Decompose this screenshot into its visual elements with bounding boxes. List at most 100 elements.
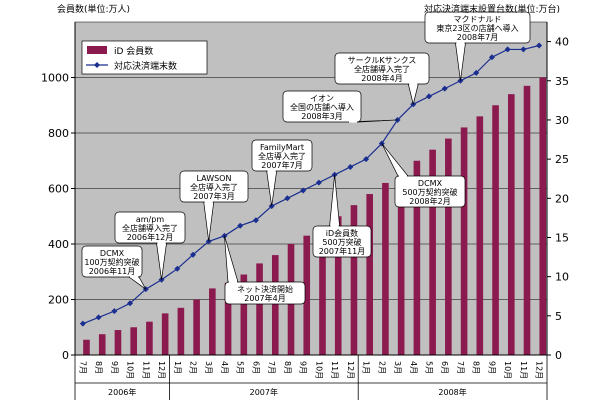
annotation-text: 2007年7月: [261, 160, 302, 170]
annotation-box: [81, 245, 143, 278]
annotation-box: [282, 90, 362, 123]
left-tick-label: 600: [48, 183, 69, 196]
x-tick-label: 7月: [456, 361, 465, 374]
line-point: [520, 46, 527, 53]
line-point: [252, 217, 259, 224]
annotation-text: イオン: [310, 94, 334, 103]
x-tick-label: 10月: [126, 361, 135, 379]
annotation-text: 2007年3月: [193, 191, 234, 201]
bar: [114, 330, 122, 355]
annotation-text: LAWSON: [197, 174, 232, 183]
year-label: 2008年: [438, 387, 466, 397]
x-tick-label: 7月: [78, 361, 87, 374]
right-tick-label: 0: [555, 349, 562, 362]
bar: [193, 299, 200, 355]
annotation-text: am/pm: [136, 215, 164, 224]
bar: [445, 138, 452, 355]
annotation-text: 全国の店舗へ導入: [290, 102, 354, 112]
bar: [507, 94, 515, 356]
annotation-text: サークルKサンクス: [348, 56, 417, 65]
annotation-text: DCMX: [418, 179, 443, 188]
annotation-text: 全店舗導入完了: [122, 223, 178, 233]
annotation-text: 全店導入完了: [190, 182, 238, 192]
left-tick-label: 200: [48, 294, 69, 307]
annotation-box: [394, 175, 466, 208]
line-point: [488, 54, 495, 61]
line-point: [473, 69, 480, 76]
line-point: [347, 163, 354, 170]
x-tick-label: 8月: [283, 361, 292, 374]
x-tick-label: 10月: [503, 361, 512, 379]
x-tick-label: 12月: [346, 361, 355, 379]
right-tick-label: 5: [555, 310, 562, 323]
left-tick-label: 800: [48, 127, 69, 140]
right-tick-label: 30: [555, 114, 569, 127]
annotation-text: 2006年12月: [127, 232, 174, 242]
bar: [350, 205, 358, 355]
x-tick-label: 12月: [157, 361, 166, 379]
annotation-text: 500万契約突破: [402, 187, 457, 197]
annotation-box: [251, 139, 313, 172]
bar: [539, 77, 547, 355]
bar: [366, 194, 373, 355]
line-point: [190, 251, 196, 258]
line-point: [536, 42, 543, 49]
x-tick-label: 6月: [251, 361, 260, 374]
annotation-text: 全店導入完了: [258, 151, 306, 161]
bar: [382, 182, 389, 355]
right-tick-label: 40: [555, 36, 569, 49]
line-point: [363, 156, 370, 163]
bar: [224, 282, 232, 355]
line-point: [174, 265, 181, 272]
line-point: [79, 320, 86, 327]
annotation-text: 500万突破: [322, 237, 361, 247]
bar: [177, 307, 185, 355]
annotation-text: 2008年3月: [301, 111, 342, 121]
right-axis-title: 対応決済端末設置台数(単位:万台): [424, 3, 560, 15]
legend-line-label: 対応決済端末数: [114, 60, 177, 72]
line-path: [82, 44, 540, 325]
x-tick-label: 4月: [220, 361, 229, 374]
annotation-text: 2008年4月: [361, 73, 402, 83]
bar: [271, 255, 279, 355]
annotation-box: [424, 11, 531, 44]
legend-bar-label: iD 会員数: [114, 45, 153, 57]
bar: [83, 339, 90, 355]
bar: [397, 171, 405, 355]
line-point: [284, 195, 291, 202]
annotation-box: [114, 211, 186, 244]
bar: [334, 216, 342, 355]
left-axis-title: 会員数(単位:万人): [57, 3, 130, 15]
annotation-text: 東京23区の店舗へ導入: [436, 23, 518, 33]
annotation-text: 2008年2月: [409, 196, 450, 206]
annotation-box: [312, 225, 372, 258]
annotation-text: 100万契約突破: [84, 257, 139, 267]
line-point: [315, 179, 322, 186]
x-tick-label: 9月: [110, 361, 119, 374]
right-tick-label: 15: [555, 231, 569, 244]
annotation-text: 2007年4月: [244, 293, 285, 303]
line-point: [441, 85, 448, 92]
line-point: [300, 187, 307, 194]
bar: [476, 116, 484, 355]
x-tick-label: 12月: [535, 361, 544, 379]
bar: [523, 85, 531, 355]
right-tick-label: 20: [555, 192, 569, 205]
bar: [303, 235, 311, 355]
annotation-text: マクドナルド: [454, 15, 502, 24]
x-tick-label: 9月: [487, 361, 496, 374]
annotation-text: 全店舗導入完了: [354, 64, 410, 74]
left-tick-label: 400: [48, 238, 69, 251]
line-point: [504, 46, 511, 53]
line-point: [127, 300, 134, 307]
annotation-text: 2008年7月: [457, 32, 498, 42]
bar: [98, 334, 106, 355]
x-tick-label: 11月: [330, 361, 339, 379]
